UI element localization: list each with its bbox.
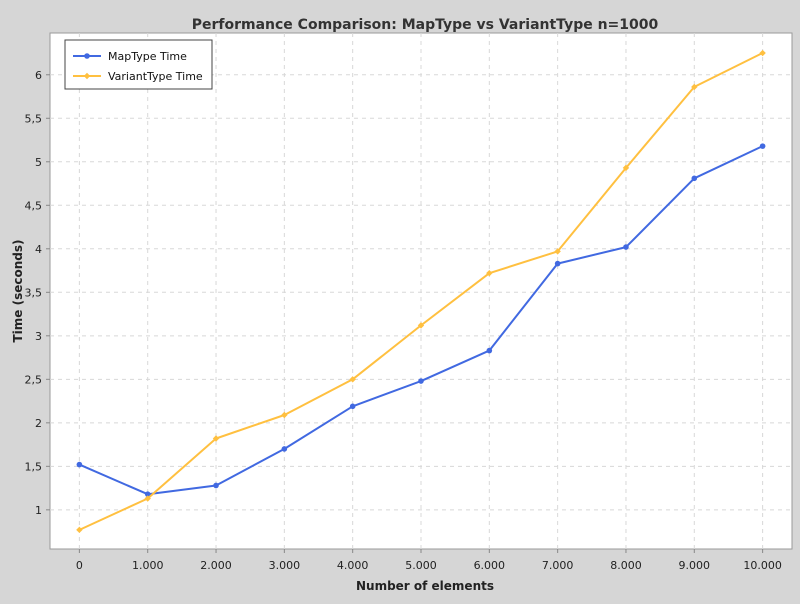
data-point	[691, 83, 698, 91]
data-point	[417, 322, 425, 329]
data-point	[212, 435, 220, 442]
chart-title: Performance Comparison: MapType vs Varia…	[192, 17, 659, 33]
y-tick-label: 2,5	[25, 373, 43, 386]
x-tick-label: 4.000	[337, 559, 369, 572]
legend-swatch-marker	[84, 53, 90, 59]
legend-box	[64, 39, 213, 90]
data-point	[349, 403, 356, 410]
data-point	[486, 347, 493, 354]
x-tick-label: 1.000	[132, 559, 164, 572]
x-tick-label: 7.000	[542, 559, 574, 572]
x-axis-label: Number of elements	[356, 579, 494, 593]
y-tick-label: 3,5	[25, 286, 43, 299]
y-tick-label: 5,5	[25, 112, 43, 125]
y-tick-label: 3	[35, 330, 42, 343]
x-tick-label: 10.000	[743, 559, 782, 572]
data-point	[486, 269, 493, 277]
legend-label: MapType Time	[108, 50, 187, 63]
data-point	[76, 526, 83, 534]
x-tick-label: 6.000	[474, 559, 506, 572]
x-tick-label: 5.000	[405, 559, 437, 572]
x-tick-label: 8.000	[610, 559, 642, 572]
data-point	[418, 378, 424, 384]
data-point	[281, 411, 288, 419]
data-point	[144, 495, 151, 502]
y-tick-label: 1	[35, 504, 42, 517]
y-tick-label: 6	[35, 69, 42, 82]
axis-layer: 0 1.000 2.000 3.000 4.000 5.000 6.000 7.000 8.00…	[25, 69, 782, 572]
y-tick-label: 4	[35, 243, 42, 256]
grid-layer	[50, 33, 792, 549]
y-tick-label: 4,5	[25, 199, 43, 212]
data-point	[349, 376, 356, 383]
x-tick-label: 2.000	[200, 559, 232, 572]
data-point	[622, 164, 630, 172]
y-tick-label: 5	[35, 156, 42, 169]
data-point	[759, 143, 766, 149]
x-tick-label: 3.000	[269, 559, 301, 572]
data-point	[76, 461, 83, 468]
y-tick-label: 2	[35, 417, 42, 430]
legend-swatch-marker	[83, 72, 91, 80]
data-point	[623, 244, 629, 250]
data-point	[691, 175, 698, 182]
y-axis-label: Time (seconds)	[11, 239, 25, 342]
data-point	[281, 446, 288, 452]
data-point	[554, 248, 561, 255]
series-layer	[76, 49, 766, 534]
data-point	[759, 49, 766, 57]
data-point	[144, 491, 151, 497]
legend: MapType Time VariantType Time	[64, 39, 213, 90]
data-point	[554, 260, 561, 267]
x-tick-label: 0	[76, 559, 83, 572]
x-tick-label: 9.000	[679, 559, 711, 572]
legend-label: VariantType Time	[108, 70, 203, 83]
y-tick-label: 1,5	[25, 460, 43, 473]
data-point	[213, 482, 219, 489]
